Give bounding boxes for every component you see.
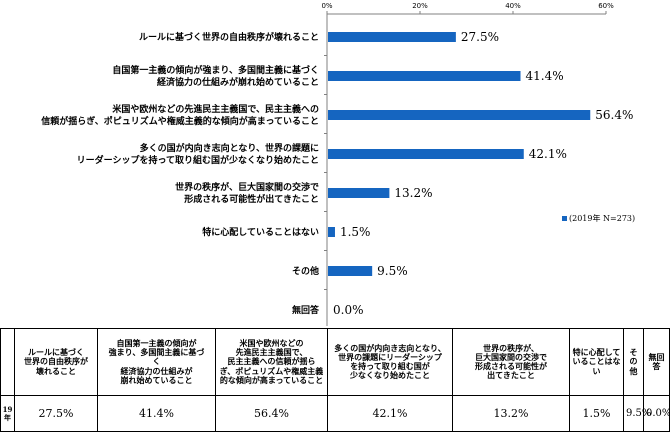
- table-header-line: 出てきたこと: [487, 371, 535, 381]
- table-header-line: 世界の課題にリーダーシップ: [338, 352, 442, 362]
- table-header-line: 米国や欧州などの: [239, 339, 304, 349]
- table-header-cell: 多くの国が内向き志向となり、 世界の課題にリーダーシップ を持って取り組む国が 少なく…: [327, 328, 453, 396]
- table-header-line: 無回答: [648, 352, 665, 371]
- bar-value-label: 56.4%: [595, 108, 633, 122]
- category-label-line: 多くの国が内向き志向となり、世界の課題に: [140, 142, 319, 154]
- legend-swatch: [562, 216, 567, 221]
- table-value-cell: 42.1%: [327, 395, 453, 432]
- table-header-line: 先進民主主義国で、: [235, 348, 308, 358]
- x-tick-label: 20%: [412, 2, 428, 10]
- row-header-text: 19年: [2, 404, 13, 422]
- chart-legend: (2019年 N=273): [562, 213, 635, 224]
- bar-value-label: 13.2%: [394, 186, 432, 200]
- bar: [328, 110, 591, 120]
- table-value-cell: 41.4%: [97, 395, 216, 432]
- table-header-line: 多くの国が内向き志向となり、: [334, 343, 446, 353]
- table-header-line: く: [152, 357, 161, 367]
- category-label: その他: [292, 265, 319, 277]
- category-label-line: 特に心配していることはない: [202, 226, 319, 238]
- table-header-line: 強まり、多国間主義に基づ: [108, 348, 205, 358]
- x-tick-label: 0%: [321, 2, 332, 10]
- table-header-line: いることはな: [572, 357, 621, 367]
- table-header-cell: 自国第一主義の傾向が 強まり、多国間主義に基づく経済協力の仕組みが 崩れ始めているこ…: [97, 328, 216, 396]
- table-value-cell: 9.5%: [623, 395, 651, 432]
- table-header-line: 経済協力の仕組みが: [120, 366, 193, 376]
- table-header-cell: 特に心配して いることはない: [569, 328, 624, 396]
- table-value-cell: 0.0%: [643, 395, 670, 432]
- table-header-line: 少なくなり始めたこと: [350, 371, 430, 381]
- table-header-line: ルールに基づく: [28, 348, 84, 358]
- table-header-line: 世界の自由秩序が: [24, 357, 88, 367]
- table-header-line: 巨大国家間の交渉で: [475, 352, 547, 362]
- table-header-row: ルールに基づく 世界の自由秩序が 壊れること 自国第一主義の傾向が 強まり、多国間主義に…: [0, 328, 670, 396]
- category-label-line: ルールに基づく世界の自由秩序が壊れること: [139, 31, 319, 43]
- category-label: 特に心配していることはない: [202, 226, 319, 238]
- table-value-cell: 56.4%: [215, 395, 328, 432]
- category-label-line: 米国や欧州などの先進民主主義国で、民主主義への: [111, 103, 319, 115]
- bar: [328, 149, 524, 159]
- category-label-line: リーダーシップを持って取り組む国が少なくなり始めたこと: [77, 154, 319, 166]
- x-tick-label: 60%: [598, 2, 614, 10]
- table-header-cell: ルールに基づく 世界の自由秩序が 壊れること: [14, 328, 98, 396]
- category-label: 自国第一主義の傾向が強まり、多国間主義に基づく経済協力の仕組みが崩れ始めているこ…: [112, 64, 319, 88]
- bar: [328, 227, 335, 237]
- table-corner-cell: [0, 328, 15, 396]
- bar-value-label: 27.5%: [461, 30, 499, 44]
- category-label: 多くの国が内向き志向となり、世界の課題にリーダーシップを持って取り組む国が少なく…: [77, 142, 319, 166]
- table-header-line: 世界の秩序が、: [483, 343, 539, 353]
- table-header-cell: 無回答: [643, 328, 670, 396]
- bar-value-label: 9.5%: [377, 264, 408, 278]
- table-header-line: 民主主義への信頼が揺ら: [227, 357, 316, 367]
- category-label: 無回答: [292, 304, 320, 316]
- table-value-cell: 27.5%: [14, 395, 98, 432]
- table-header-line: 崩れ始めていること: [120, 375, 193, 385]
- table-header-line: 壊れること: [36, 366, 76, 376]
- table-header-line: 特に心配して: [572, 348, 621, 358]
- category-label: 世界の秩序が、巨大国家間の交渉で形成される可能性が出てきたこと: [175, 181, 319, 205]
- table-header-line: い: [592, 366, 601, 376]
- bar: [328, 71, 521, 81]
- table-header-line: 形成される可能性が: [475, 362, 547, 371]
- bar: [328, 188, 390, 198]
- table-value-cell: 13.2%: [452, 395, 570, 432]
- table-header-line: その他: [629, 348, 638, 376]
- category-label-line: 世界の秩序が、巨大国家間の交渉で: [175, 181, 319, 193]
- table-header-cell: その他: [623, 328, 644, 396]
- table-header-line: 自国第一主義の傾向が: [116, 339, 197, 349]
- category-label-line: 経済協力の仕組みが崩れ始めていること: [157, 76, 319, 88]
- bar-chart: 0% 20% 40% 60% 27.5% ルールに基づく世界の自由秩序が壊れること 41.4…: [41, 2, 633, 326]
- bar-value-label: 42.1%: [529, 147, 567, 161]
- table-header-line: 的な傾向が高まっていること: [219, 375, 324, 385]
- bar: [328, 266, 373, 276]
- table-header-line: ぎ、ポピュリズムや権威主義: [219, 366, 324, 376]
- category-label-line: 形成される可能性が出てきたこと: [184, 193, 319, 205]
- table-header-cell: 米国や欧州などの 先進民主主義国で、 民主主義への信頼が揺ら ぎ、ポピュリズムや権威主…: [215, 328, 328, 396]
- bar-value-label: 1.5%: [340, 225, 371, 239]
- legend-label: (2019年 N=273): [569, 214, 636, 223]
- category-label-line: 無回答: [292, 304, 320, 316]
- table-header-cell: 世界の秩序が、 巨大国家間の交渉で 形成される可能性が 出てきたこと: [452, 328, 570, 396]
- category-label-line: その他: [292, 265, 319, 277]
- category-label-line: 信頼が揺らぎ、ポピュリズムや権威主義的な傾向が高まっていること: [41, 115, 319, 127]
- category-label: 米国や欧州などの先進民主主義国で、民主主義への信頼が揺らぎ、ポピュリズムや権威主…: [41, 103, 319, 127]
- data-table: ルールに基づく 世界の自由秩序が 壊れること 自国第一主義の傾向が 強まり、多国間主義に…: [0, 328, 670, 432]
- x-tick-label: 40%: [505, 2, 521, 10]
- table-row: 19年 27.5% 41.4% 56.4% 42.1% 13.2% 1.5% 9.5% 0.0…: [0, 395, 670, 432]
- bar-value-label: 41.4%: [526, 69, 564, 83]
- bar-value-label: 0.0%: [333, 303, 364, 317]
- table-row-header: 19年: [0, 395, 15, 432]
- category-label-line: 自国第一主義の傾向が強まり、多国間主義に基づく: [112, 64, 319, 76]
- table-header-line: を持って取り組む国が: [350, 362, 430, 371]
- bar: [328, 32, 456, 42]
- category-label: ルールに基づく世界の自由秩序が壊れること: [139, 31, 319, 43]
- table-value-cell: 1.5%: [569, 395, 624, 432]
